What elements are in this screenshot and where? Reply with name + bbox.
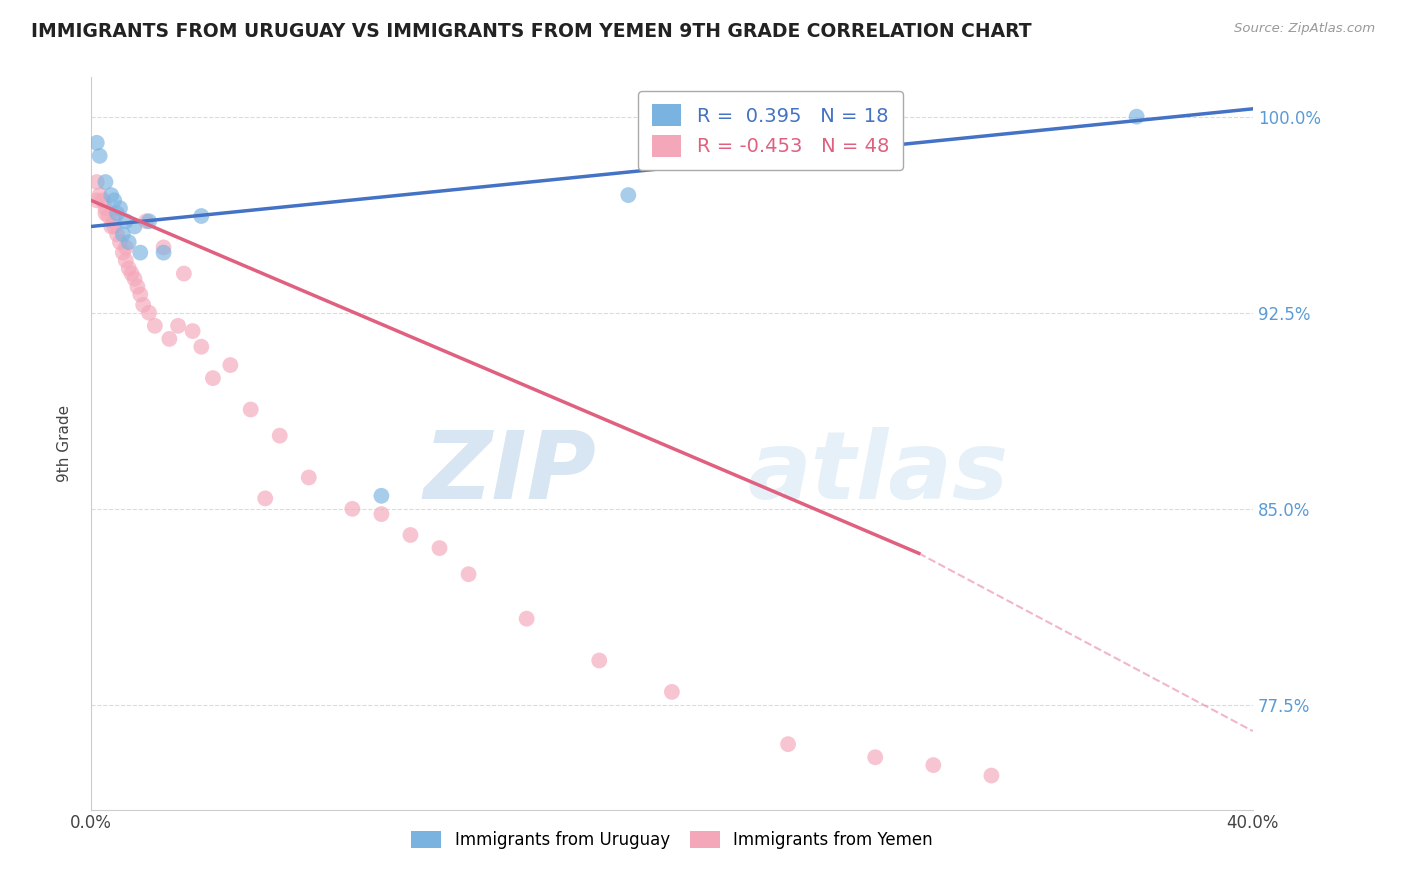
Point (100, 219, 122, 234)
Point (124, 272, 146, 286)
Point (108, 201, 131, 215)
Point (105, 206, 128, 220)
Point (457, 567, 479, 582)
Point (661, 685, 683, 699)
Point (399, 528, 422, 542)
Text: IMMIGRANTS FROM URUGUAY VS IMMIGRANTS FROM YEMEN 9TH GRADE CORRELATION CHART: IMMIGRANTS FROM URUGUAY VS IMMIGRANTS FR… (31, 22, 1032, 41)
Point (111, 245, 134, 260)
Point (778, 737, 800, 751)
Point (89, 188, 111, 202)
Point (118, 235, 141, 249)
Point (114, 240, 136, 254)
Point (190, 209, 212, 223)
Text: Source: ZipAtlas.com: Source: ZipAtlas.com (1234, 22, 1375, 36)
Point (94, 201, 117, 215)
Point (89, 149, 111, 163)
Point (617, 188, 640, 202)
Point (201, 371, 224, 385)
Point (103, 214, 125, 228)
Point (127, 279, 149, 293)
Text: ZIP: ZIP (423, 426, 596, 519)
Point (129, 287, 152, 301)
Point (138, 214, 160, 228)
Point (105, 227, 128, 242)
Point (121, 267, 143, 281)
Point (143, 318, 166, 333)
Point (342, 501, 364, 516)
Point (190, 340, 212, 354)
Point (129, 245, 152, 260)
Point (132, 298, 155, 312)
Point (138, 306, 160, 320)
Point (103, 194, 125, 208)
Point (94, 206, 117, 220)
Point (219, 358, 242, 372)
Point (86, 136, 108, 150)
Point (135, 214, 157, 228)
Point (124, 219, 146, 234)
Point (97, 209, 120, 223)
Point (181, 324, 204, 338)
Point (173, 267, 195, 281)
Point (516, 612, 538, 626)
Y-axis label: 9th Grade: 9th Grade (58, 405, 72, 482)
Point (429, 541, 451, 555)
Point (167, 318, 190, 333)
Point (103, 219, 125, 234)
Point (980, 768, 1002, 782)
Point (118, 261, 141, 276)
Point (86, 175, 108, 189)
Legend: R =  0.395   N = 18, R = -0.453   N = 48: R = 0.395 N = 18, R = -0.453 N = 48 (638, 91, 903, 170)
Point (91, 194, 114, 208)
Point (94, 175, 117, 189)
Point (1125, 110, 1147, 124)
Point (86, 194, 108, 208)
Point (157, 332, 180, 346)
Point (100, 188, 122, 202)
Point (863, 750, 886, 764)
Point (152, 245, 174, 260)
Point (254, 491, 277, 506)
Point (239, 402, 262, 417)
Point (114, 214, 136, 228)
Text: atlas: atlas (748, 426, 1008, 519)
Point (114, 253, 136, 268)
Point (269, 428, 291, 442)
Point (152, 240, 174, 254)
Point (108, 235, 131, 249)
Point (588, 653, 610, 667)
Point (370, 489, 392, 503)
Point (111, 227, 134, 242)
Point (922, 758, 945, 772)
Point (370, 507, 392, 521)
Point (298, 470, 321, 484)
